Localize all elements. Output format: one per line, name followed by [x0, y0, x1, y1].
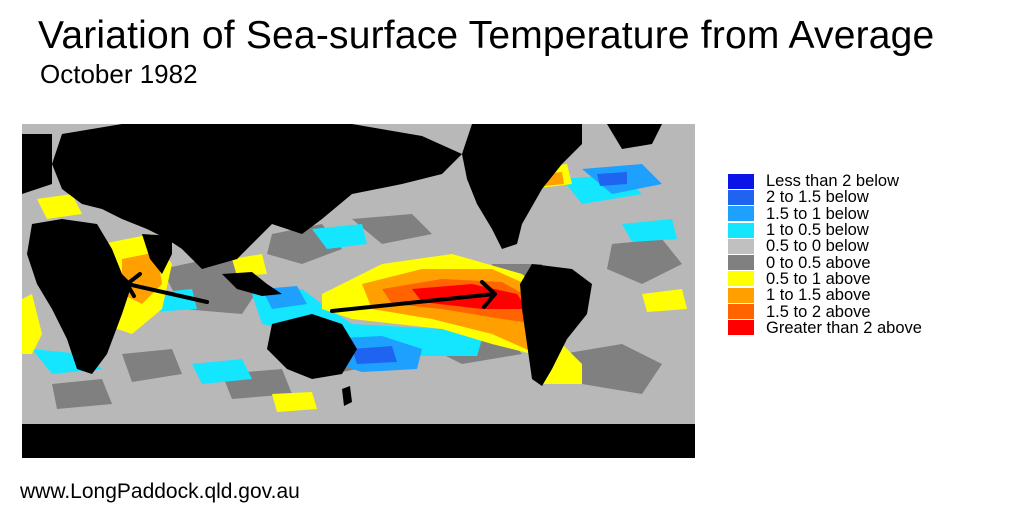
legend-swatch — [728, 206, 754, 222]
sst-anomaly-map — [22, 124, 695, 458]
arrow-eastward-head — [480, 280, 497, 309]
map-title: Variation of Sea-surface Temperature fro… — [38, 14, 935, 57]
wind-arrows — [125, 272, 497, 313]
antarctica — [22, 424, 695, 458]
legend-item: Less than 2 below — [728, 173, 1008, 189]
legend-item: Greater than 2 above — [728, 320, 1008, 336]
se-asia-islands — [222, 272, 282, 296]
legend-label: 1.5 to 1 below — [766, 204, 869, 223]
legend-item: 1 to 0.5 below — [728, 222, 1008, 238]
australia — [267, 314, 357, 379]
legend-swatch — [728, 320, 754, 336]
legend-label: 0.5 to 1 above — [766, 269, 871, 288]
source-url: www.LongPaddock.qld.gov.au — [20, 480, 300, 503]
legend-label: Less than 2 below — [766, 172, 900, 191]
north-america — [462, 124, 582, 249]
legend-item: 0 to 0.5 above — [728, 253, 1008, 272]
legend-label: 1 to 0.5 below — [766, 221, 869, 240]
legend-swatch — [728, 287, 754, 303]
legend-label: 2 to 1.5 below — [766, 188, 869, 207]
legend-label: Greater than 2 above — [766, 318, 922, 337]
land-masses — [22, 124, 695, 458]
western-europe — [22, 134, 52, 194]
legend-swatch — [728, 271, 754, 287]
legend-item: 1.5 to 1 below — [728, 204, 1008, 223]
legend-swatch — [728, 189, 754, 205]
arrow-westward-line — [125, 282, 209, 304]
legend-label: 0.5 to 0 below — [766, 237, 869, 256]
legend-item: 0.5 to 1 above — [728, 271, 1008, 287]
legend-swatch — [728, 255, 754, 271]
legend-swatch — [728, 238, 754, 254]
legend-item: 2 to 1.5 below — [728, 188, 1008, 207]
legend-label: 1 to 1.5 above — [766, 286, 871, 305]
map-legend: Less than 2 below 2 to 1.5 below 1.5 to 1 … — [728, 173, 1008, 336]
anomaly-blue-patches — [352, 172, 627, 364]
india — [142, 234, 172, 274]
greenland — [607, 124, 662, 149]
legend-label: 0 to 0.5 above — [766, 253, 871, 272]
map-subtitle: October 1982 — [40, 59, 198, 89]
arrow-westward-head — [125, 272, 142, 298]
legend-label: 1.5 to 2 above — [766, 302, 871, 321]
legend-item: 0.5 to 0 below — [728, 237, 1008, 256]
eurasia — [52, 124, 462, 269]
legend-swatch — [728, 222, 754, 238]
legend-swatch — [728, 304, 754, 320]
new-zealand — [342, 386, 352, 406]
legend-item: 1.5 to 2 above — [728, 302, 1008, 321]
legend-swatch — [728, 173, 754, 189]
south-america — [520, 264, 592, 386]
arrow-eastward-line — [330, 292, 497, 313]
legend-item: 1 to 1.5 above — [728, 287, 1008, 303]
africa — [27, 219, 132, 374]
